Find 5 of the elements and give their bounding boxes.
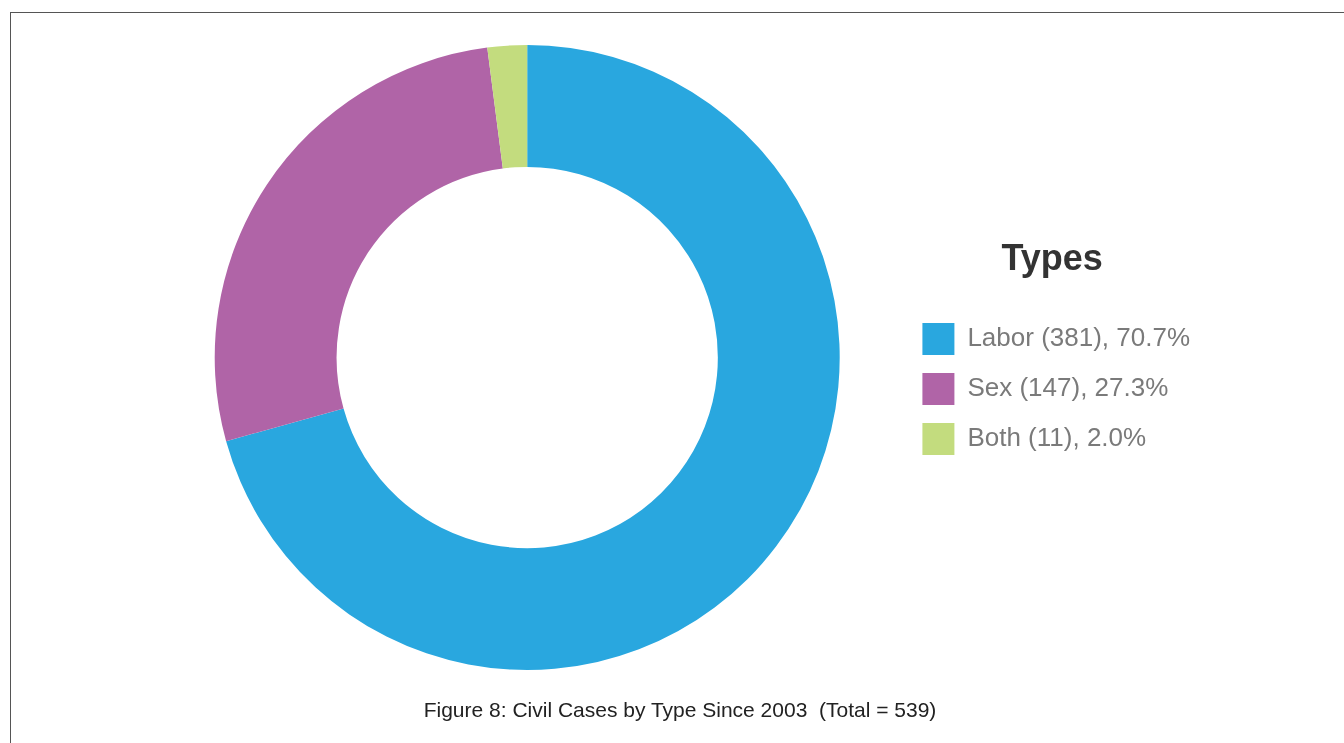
legend-label: Both (11), 2.0%	[967, 422, 1147, 453]
text: Figure 8: Civil Cases by Type Since 2003 (Total = 539)	[422, 698, 938, 722]
legend-title: Types	[1001, 236, 1103, 278]
legend-label: Sex (147), 27.3%	[967, 372, 1169, 403]
legend-label: Labor (381), 70.7%	[967, 322, 1191, 353]
